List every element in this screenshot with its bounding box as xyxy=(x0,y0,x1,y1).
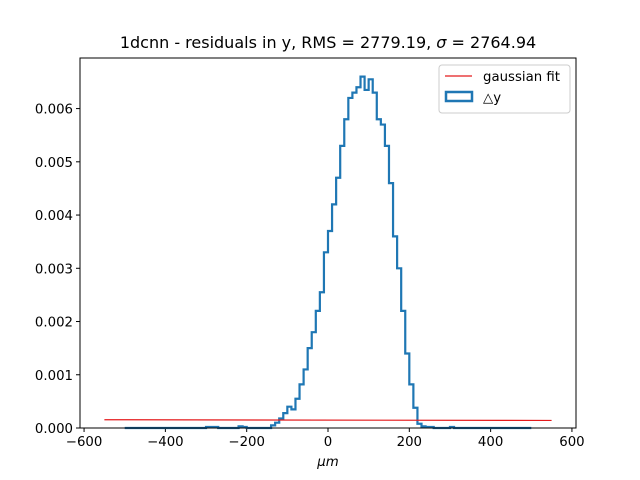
y-tick-label: 0.003 xyxy=(35,262,73,277)
legend: gaussian fit △y xyxy=(438,64,571,114)
x-tick-label: 0 xyxy=(324,435,332,450)
x-tick-label: −600 xyxy=(66,435,103,450)
x-tick-label: 400 xyxy=(478,435,503,450)
legend-delta-y-swatch xyxy=(444,90,474,103)
x-tick-label: 200 xyxy=(397,435,422,450)
y-tick-label: 0.004 xyxy=(35,209,73,224)
y-tick-label: 0.006 xyxy=(35,103,73,118)
y-tick-label: 0.000 xyxy=(35,422,73,437)
x-tick-label: 600 xyxy=(559,435,584,450)
plot-frame xyxy=(79,57,577,429)
x-axis-ticks: −600 −400 −200 0 200 400 600 xyxy=(66,428,585,450)
x-axis-label: μm xyxy=(316,455,338,470)
y-tick-label: 0.005 xyxy=(35,156,73,171)
y-tick-label: 0.001 xyxy=(35,369,73,384)
x-tick-label: −400 xyxy=(147,435,184,450)
y-tick-label: 0.002 xyxy=(35,316,73,331)
legend-delta-y-label: △y xyxy=(483,91,501,106)
x-tick-label: −200 xyxy=(228,435,265,450)
gaussian-fit-line xyxy=(104,419,552,422)
chart-title: 1dcnn - residuals in y, RMS = 2779.19, σ… xyxy=(120,33,536,52)
y-axis-ticks: 0.000 0.001 0.002 0.003 0.004 0.005 0.006 xyxy=(35,103,80,437)
legend-gaussian-fit-label: gaussian fit xyxy=(483,70,560,85)
